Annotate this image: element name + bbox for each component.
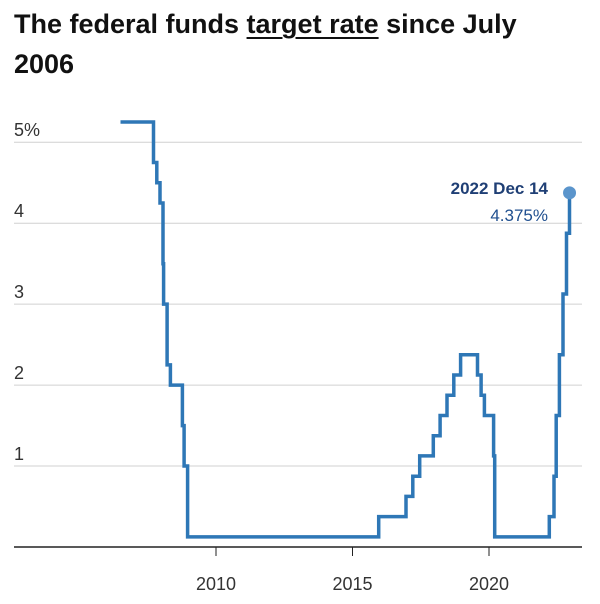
chart-title: The federal funds target rate since July… — [14, 4, 584, 84]
y-tick-label: 4 — [14, 201, 24, 221]
rate-line — [120, 120, 572, 539]
target-rate-link[interactable]: target rate — [246, 9, 379, 39]
x-tick-label: 2020 — [469, 574, 509, 594]
y-tick-label: 3 — [14, 282, 24, 302]
y-tick-label: 1 — [14, 444, 24, 464]
latest-point-marker[interactable] — [563, 186, 577, 200]
x-axis-ticks: 2010 2015 2020 — [196, 547, 509, 594]
title-text-after: since July 2006 — [14, 9, 517, 79]
x-tick-label: 2015 — [332, 574, 372, 594]
title-text-before: The federal funds — [14, 9, 247, 39]
y-tick-label: 2 — [14, 363, 24, 383]
annotation-value: 4.375% — [490, 206, 548, 225]
annotation-date: 2022 Dec 14 — [451, 179, 549, 198]
y-tick-label: 5% — [14, 120, 40, 140]
y-axis-labels: 1 2 3 4 5% — [14, 120, 40, 464]
gridlines — [14, 141, 582, 467]
x-tick-label: 2010 — [196, 574, 236, 594]
